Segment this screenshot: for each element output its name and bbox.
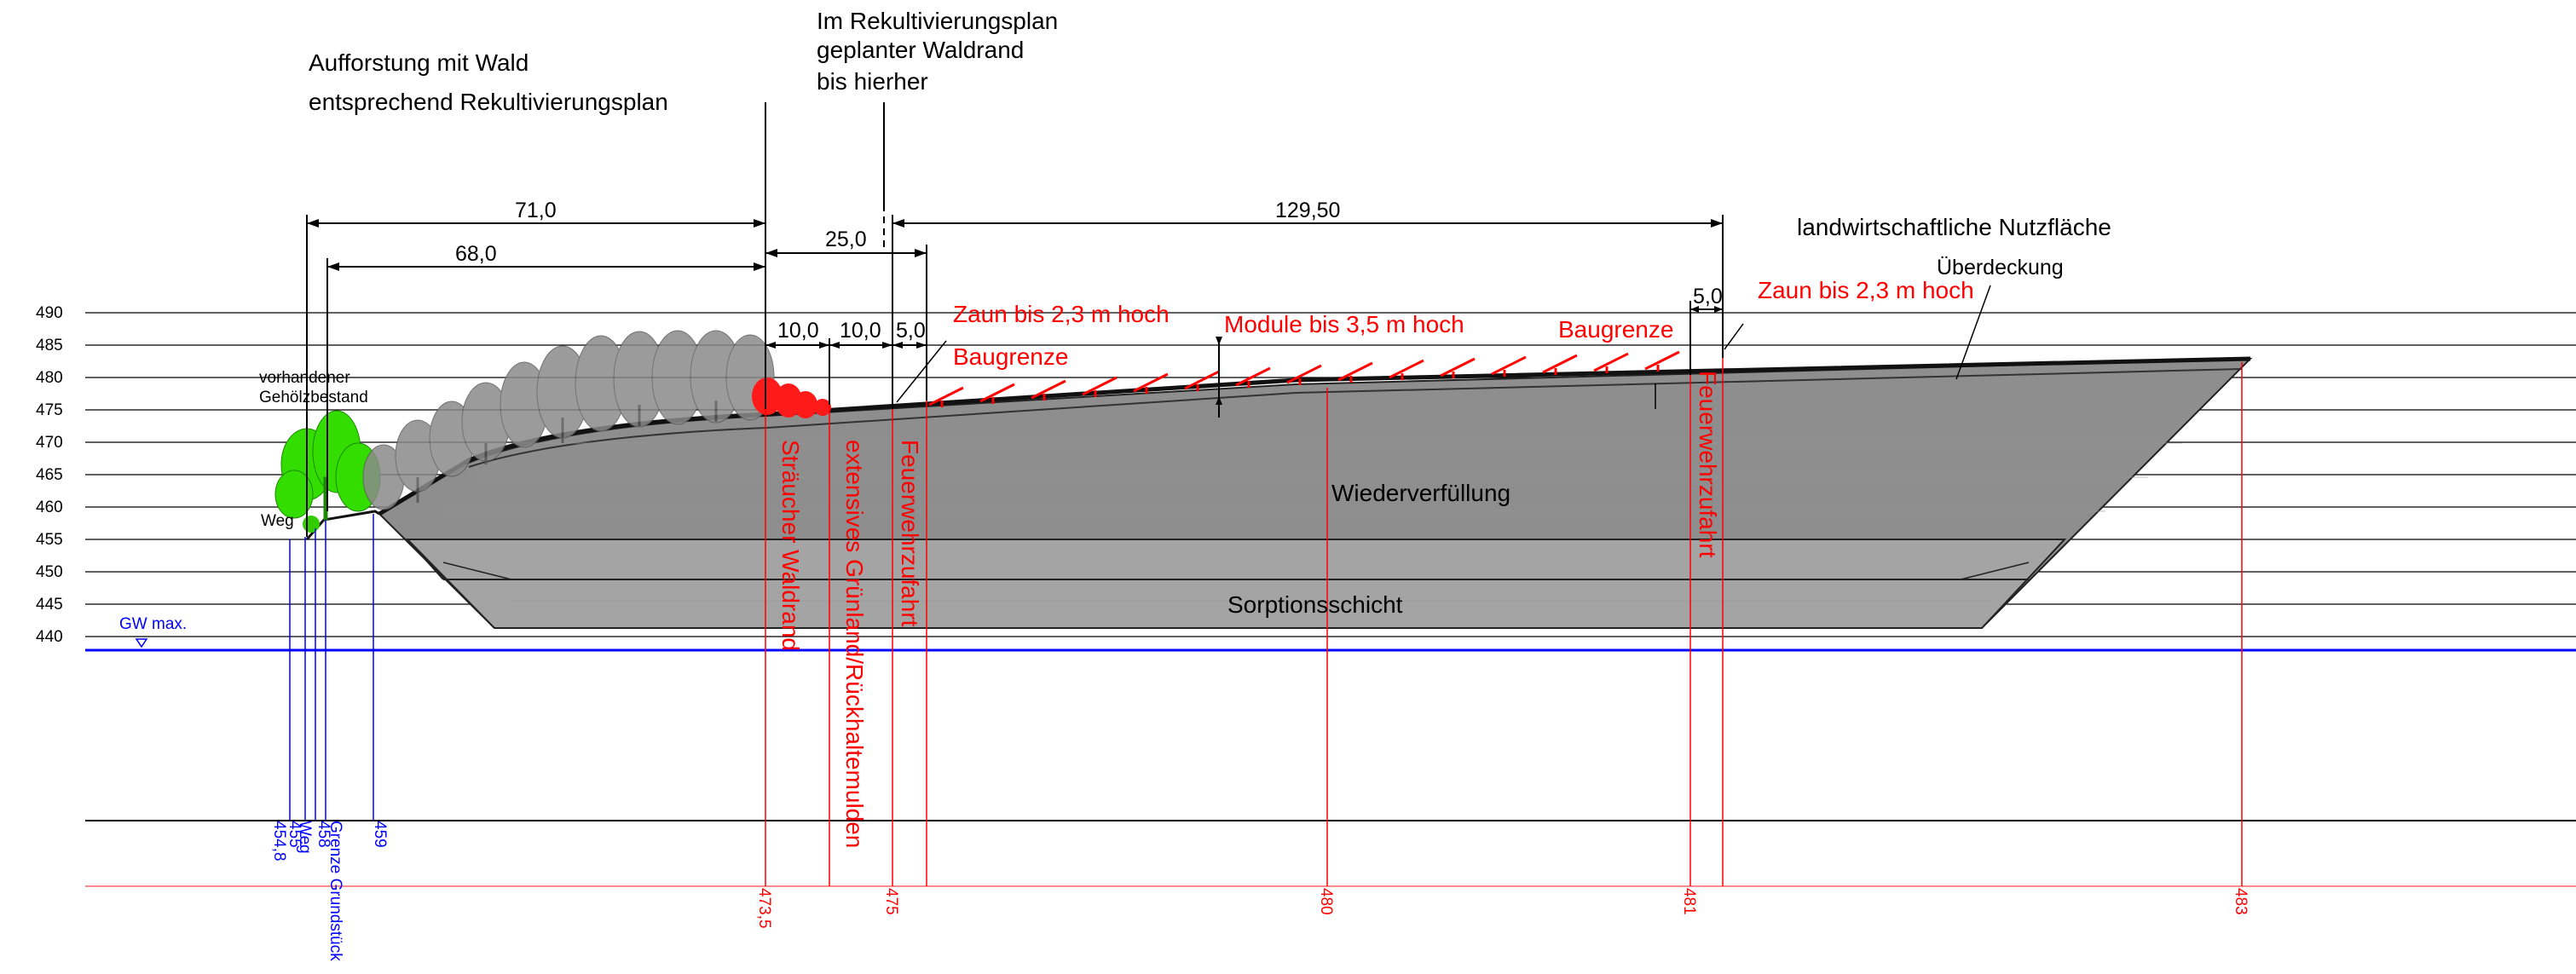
label-weg: Weg: [261, 512, 294, 530]
red-vertical-labels: Sträucher Waldrand extensives Grünland/R…: [777, 371, 1721, 848]
elev-480: 480: [36, 369, 63, 387]
elev-490: 490: [36, 304, 63, 322]
weg-area: [303, 510, 380, 540]
heading-rekult-3: bis hierher: [817, 68, 928, 95]
label-sorptionsschicht: Sorptionsschicht: [1227, 591, 1403, 618]
elev-440: 440: [36, 628, 63, 646]
heading-ueberdeckung: Überdeckung: [1937, 256, 2064, 280]
body-labels: vorhandener Gehölzbestand Weg Wiederverf…: [259, 369, 1510, 618]
label-straeucher: Sträucher Waldrand: [777, 440, 804, 651]
planned-forest-icon: [362, 330, 775, 510]
label-baugrenze-right: Baugrenze: [1558, 316, 1673, 343]
heading-rekult-2: geplanter Waldrand: [817, 37, 1024, 63]
label-wiederverfuellung: Wiederverfüllung: [1331, 480, 1510, 506]
weg-marker-icon: [303, 516, 320, 533]
station-480: 480: [1317, 888, 1335, 915]
dim-68: 68,0: [455, 242, 497, 266]
station-481: 481: [1680, 888, 1698, 915]
heading-aufforstung-1: Aufforstung mit Wald: [309, 49, 528, 76]
heading-aufforstung-2: entsprechend Rekultivierungsplan: [309, 89, 668, 115]
label-module: Module bis 3,5 m hoch: [1224, 311, 1464, 337]
elev-485: 485: [36, 337, 63, 354]
blue-grenze: Grenze Grundstück: [326, 821, 344, 961]
elev-470: 470: [36, 434, 63, 452]
sorption-band: [405, 539, 2067, 629]
water-level-icon: [135, 638, 148, 648]
station-475: 475: [882, 888, 900, 915]
dim-10b: 10,0: [840, 319, 881, 343]
dim-25: 25,0: [825, 228, 867, 251]
label-baugrenze-left: Baugrenze: [953, 343, 1068, 370]
blue-458: 458: [315, 821, 332, 848]
label-feuerwehr-right: Feuerwehrzufahrt: [1695, 371, 1721, 558]
label-feuerwehr-left: Feuerwehrzufahrt: [897, 440, 923, 627]
solar-modules-icon: [928, 350, 1680, 407]
headings: Aufforstung mit Wald entsprechend Rekult…: [309, 8, 2111, 280]
elev-445: 445: [36, 596, 63, 614]
elev-465: 465: [36, 466, 63, 484]
label-vorhandener-1: vorhandener: [259, 369, 350, 387]
label-extensiv: extensives Grünland/Rückhaltemulden: [841, 440, 868, 848]
elev-455: 455: [36, 531, 63, 549]
elev-450: 450: [36, 563, 63, 581]
dim-5b: 5,0: [1693, 285, 1723, 308]
dim-5a: 5,0: [896, 319, 926, 343]
label-vorhandener-2: Gehölzbestand: [259, 389, 368, 406]
heading-rekult-1: Im Rekultivierungsplan: [817, 8, 1058, 34]
shrubs-icon: [752, 377, 831, 418]
label-zaun-left: Zaun bis 2,3 m hoch: [953, 301, 1170, 327]
groundwater-line: GW max.: [85, 615, 2576, 652]
blue-459: 459: [371, 821, 389, 848]
dimension-lines: [306, 102, 1991, 537]
blue-455: 455: [286, 821, 303, 848]
elev-460: 460: [36, 499, 63, 516]
dim-10a: 10,0: [777, 319, 819, 343]
blue-weg: Weg: [296, 821, 314, 854]
bottom-blue-labels: 454,8 455 Weg 458 Grenze Grundstück 459: [270, 821, 389, 961]
dim-71: 71,0: [515, 199, 557, 222]
elev-475: 475: [36, 401, 63, 419]
station-483: 483: [2232, 888, 2250, 915]
dimension-texts: 71,0 68,0 25,0 129,50 10,0 10,0 5,0 5,0: [455, 199, 1723, 343]
label-zaun-right: Zaun bis 2,3 m hoch: [1758, 277, 1974, 303]
station-473-5: 473,5: [755, 888, 773, 929]
blue-vertical-lines: [289, 514, 374, 821]
gw-max-label: GW max.: [119, 615, 187, 633]
bottom-red-labels: 473,5 475 480 481 483: [755, 888, 2250, 929]
dim-129: 129,50: [1275, 199, 1340, 222]
blue-454-8: 454,8: [270, 821, 288, 862]
red-labels: Zaun bis 2,3 m hoch Baugrenze Module bis…: [953, 277, 1974, 370]
heading-landwirtschaft: landwirtschaftliche Nutzfläche: [1797, 214, 2111, 240]
elevation-labels: 490 485 480 475 470 465 460 455 450 445 …: [36, 304, 63, 646]
